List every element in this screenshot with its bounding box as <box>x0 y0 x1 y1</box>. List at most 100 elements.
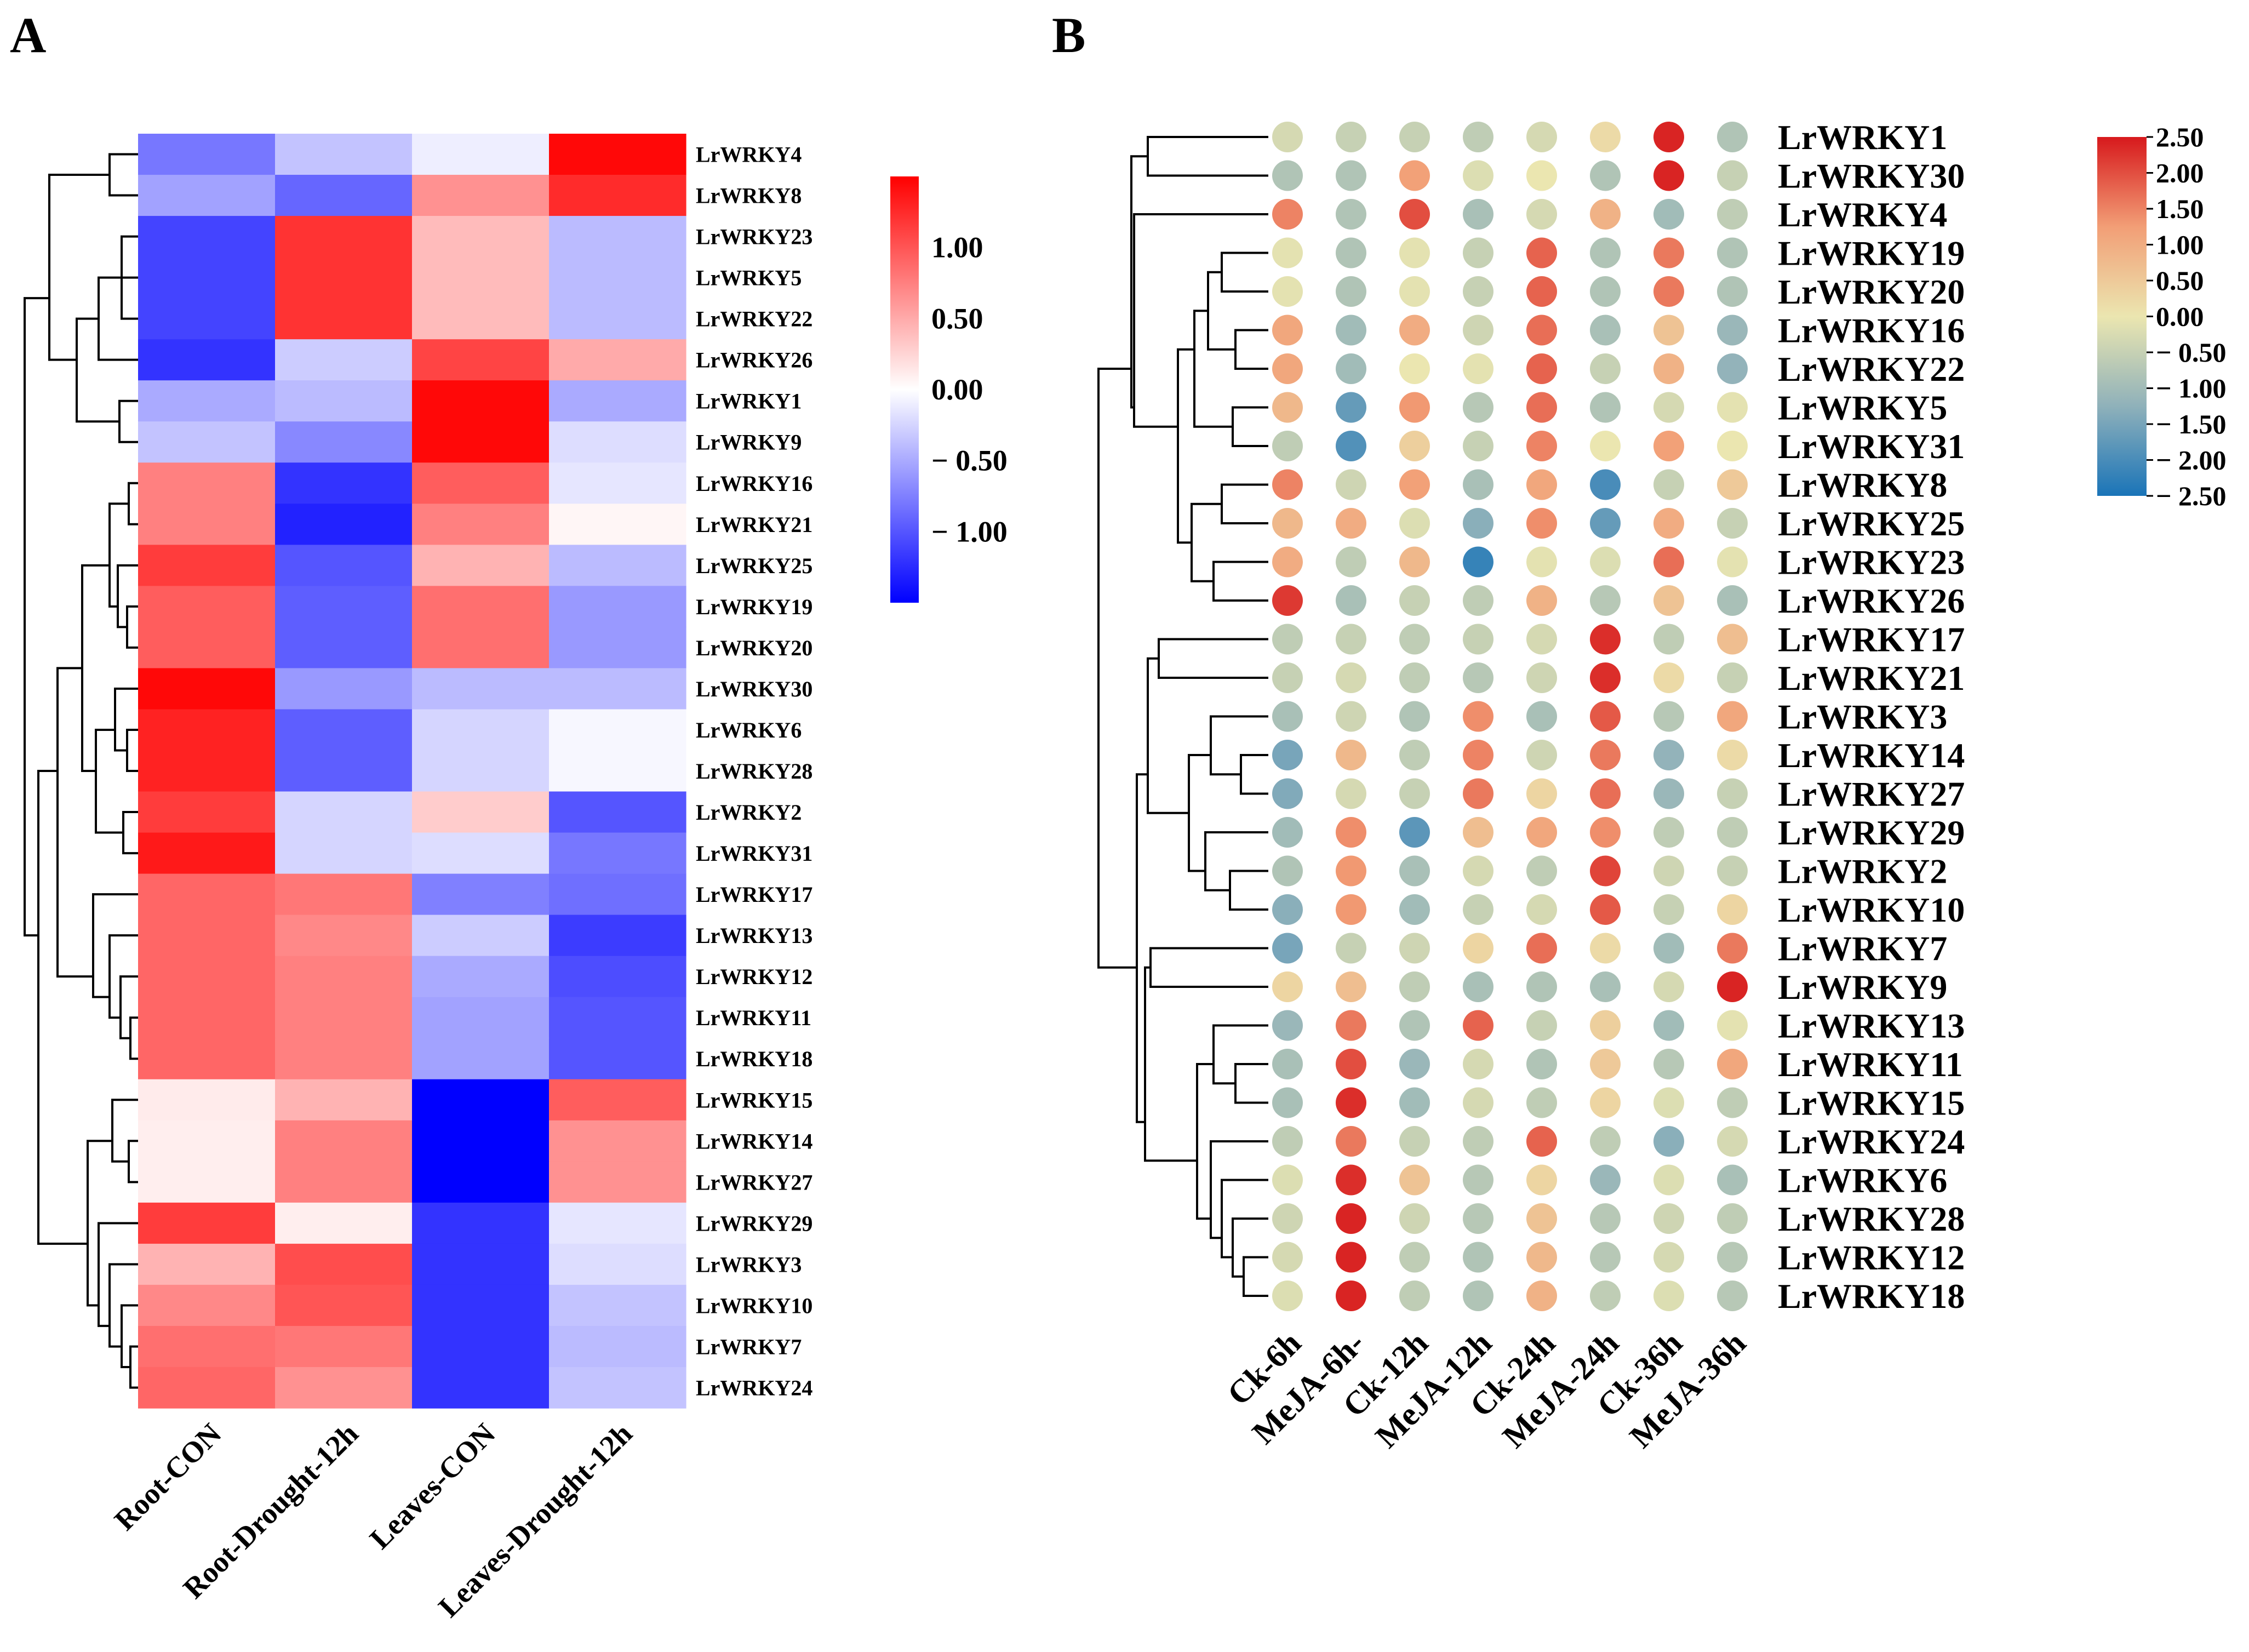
heatmap-cell-a <box>275 586 413 627</box>
dot-b <box>1526 315 1557 346</box>
heatmap-cell-a <box>412 380 550 422</box>
dot-b <box>1653 199 1684 230</box>
dot-b <box>1717 971 1748 1002</box>
panel-b-label: B <box>1052 7 1086 63</box>
dot-b <box>1717 546 1748 578</box>
heatmap-cell-a <box>549 1202 686 1244</box>
dot-b <box>1272 817 1303 848</box>
row-label-a: LrWRKY7 <box>696 1334 802 1359</box>
row-label-b: LrWRKY25 <box>1778 504 1965 543</box>
row-label-b: LrWRKY9 <box>1778 968 1947 1007</box>
dot-b <box>1717 778 1748 809</box>
heatmap-cell-a <box>549 1325 686 1368</box>
heatmap-cell-a <box>549 586 686 627</box>
dot-b <box>1336 1242 1366 1273</box>
colorbar-b-tick: − 1.00 <box>2156 373 2227 404</box>
dot-b <box>1653 894 1684 925</box>
dot-b <box>1526 701 1557 732</box>
dot-b <box>1463 1203 1493 1234</box>
dot-b <box>1526 1203 1557 1234</box>
panel-a-heatmap: LrWRKY4 LrWRKY8 LrWRKY23 LrWRKY5 LrWRKY22 LrW… <box>24 134 1008 1624</box>
heatmap-cell-a <box>275 298 413 340</box>
dot-b <box>1590 933 1621 964</box>
dot-b <box>1653 778 1684 809</box>
dot-b <box>1399 392 1430 423</box>
heatmap-cell-a <box>412 997 550 1039</box>
dot-b <box>1463 1164 1493 1196</box>
dot-b <box>1526 624 1557 655</box>
dot-b <box>1590 508 1621 539</box>
heatmap-cell-a <box>412 1284 550 1327</box>
dot-b <box>1526 353 1557 384</box>
row-label-b: LrWRKY8 <box>1778 466 1947 505</box>
colorbar-a-tick: 0.00 <box>931 373 983 406</box>
heatmap-cell-a <box>412 134 550 175</box>
dot-b <box>1590 1126 1621 1157</box>
dot-b <box>1717 1010 1748 1041</box>
heatmap-cell-a <box>138 1284 276 1327</box>
dot-b <box>1272 971 1303 1002</box>
dot-b <box>1526 276 1557 307</box>
dot-b <box>1272 624 1303 655</box>
heatmap-cell-a <box>549 1367 686 1409</box>
dot-b <box>1717 662 1748 693</box>
row-label-a: LrWRKY25 <box>696 553 812 578</box>
dot-b <box>1399 933 1430 964</box>
heatmap-cell-a <box>138 1038 276 1080</box>
dot-b <box>1653 508 1684 539</box>
heatmap-cell-a <box>549 791 686 833</box>
heatmap-cell-a <box>412 1161 550 1203</box>
dot-b <box>1653 1010 1684 1041</box>
heatmap-cell-a <box>138 750 276 792</box>
heatmap-cell-a <box>549 134 686 175</box>
dot-b <box>1717 585 1748 616</box>
dot-b <box>1272 1164 1303 1196</box>
dot-b <box>1717 276 1748 307</box>
dot-b <box>1272 585 1303 616</box>
dot-b <box>1272 199 1303 230</box>
dot-b <box>1717 122 1748 152</box>
dot-b <box>1653 469 1684 500</box>
heatmap-cell-a <box>275 873 413 916</box>
row-label-b: LrWRKY23 <box>1778 543 1965 582</box>
row-label-a: LrWRKY29 <box>696 1211 812 1236</box>
dot-b <box>1399 817 1430 848</box>
dot-b <box>1463 894 1493 925</box>
heatmap-cell-a <box>138 832 276 874</box>
dot-b <box>1526 508 1557 539</box>
heatmap-cell-a <box>549 914 686 957</box>
dot-b <box>1590 1164 1621 1196</box>
row-label-b: LrWRKY17 <box>1778 620 1965 659</box>
heatmap-cell-a <box>275 709 413 751</box>
dot-b <box>1336 469 1366 500</box>
colorbar-a-tick: − 0.50 <box>931 444 1008 477</box>
dot-b <box>1463 237 1493 268</box>
dot-b <box>1590 1049 1621 1079</box>
heatmap-cell-a <box>412 1038 550 1080</box>
dot-b <box>1526 894 1557 925</box>
dot-b <box>1463 469 1493 500</box>
dot-b <box>1336 817 1366 848</box>
row-label-a: LrWRKY5 <box>696 266 802 290</box>
dot-b <box>1336 662 1366 693</box>
dot-b <box>1336 1281 1366 1311</box>
row-label-b: LrWRKY12 <box>1778 1238 1965 1277</box>
dot-b <box>1590 315 1621 346</box>
dot-b <box>1463 315 1493 346</box>
heatmap-cell-a <box>138 1243 276 1285</box>
heatmap-cell-a <box>138 956 276 998</box>
dot-b <box>1590 1242 1621 1273</box>
row-label-a: LrWRKY14 <box>696 1129 812 1153</box>
dot-b <box>1463 508 1493 539</box>
dot-b <box>1463 778 1493 809</box>
row-label-b: LrWRKY27 <box>1778 775 1965 814</box>
dot-b <box>1336 855 1366 887</box>
dot-b <box>1336 1164 1366 1196</box>
dot-b <box>1272 701 1303 732</box>
row-label-b: LrWRKY11 <box>1778 1045 1963 1084</box>
heatmap-cell-a <box>275 257 413 299</box>
dot-b <box>1463 392 1493 423</box>
dot-b <box>1272 353 1303 384</box>
heatmap-cell-a <box>138 298 276 340</box>
heatmap-cell-a <box>412 914 550 957</box>
